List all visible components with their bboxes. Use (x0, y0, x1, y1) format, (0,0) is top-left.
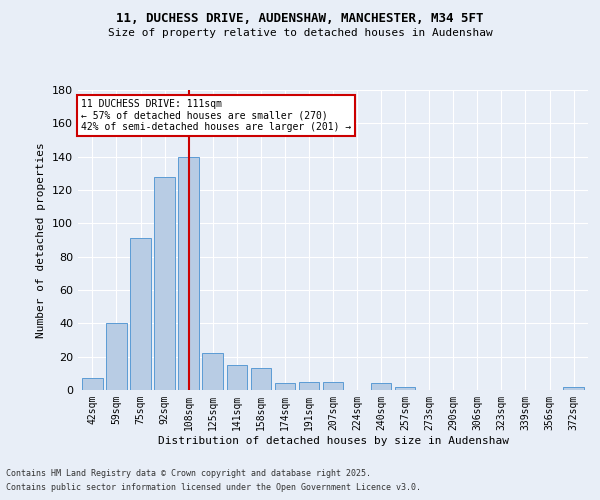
Bar (178, 156, 199, 390)
Bar (130, 238, 151, 390)
Bar (563, 386, 584, 390)
Bar (395, 386, 415, 390)
Bar (227, 365, 247, 390)
Bar (154, 176, 175, 390)
Bar (371, 384, 391, 390)
Text: Contains public sector information licensed under the Open Government Licence v3: Contains public sector information licen… (6, 484, 421, 492)
Text: 11, DUCHESS DRIVE, AUDENSHAW, MANCHESTER, M34 5FT: 11, DUCHESS DRIVE, AUDENSHAW, MANCHESTER… (116, 12, 484, 26)
Bar (323, 382, 343, 390)
Bar (82, 378, 103, 390)
Bar (299, 382, 319, 390)
Bar (202, 354, 223, 390)
Bar (251, 368, 271, 390)
Text: 11 DUCHESS DRIVE: 111sqm
← 57% of detached houses are smaller (270)
42% of semi-: 11 DUCHESS DRIVE: 111sqm ← 57% of detach… (80, 99, 351, 132)
X-axis label: Distribution of detached houses by size in Audenshaw: Distribution of detached houses by size … (157, 436, 509, 446)
Text: Size of property relative to detached houses in Audenshaw: Size of property relative to detached ho… (107, 28, 493, 38)
Bar (106, 324, 127, 390)
Bar (275, 384, 295, 390)
Text: Contains HM Land Registry data © Crown copyright and database right 2025.: Contains HM Land Registry data © Crown c… (6, 468, 371, 477)
Y-axis label: Number of detached properties: Number of detached properties (37, 142, 46, 338)
